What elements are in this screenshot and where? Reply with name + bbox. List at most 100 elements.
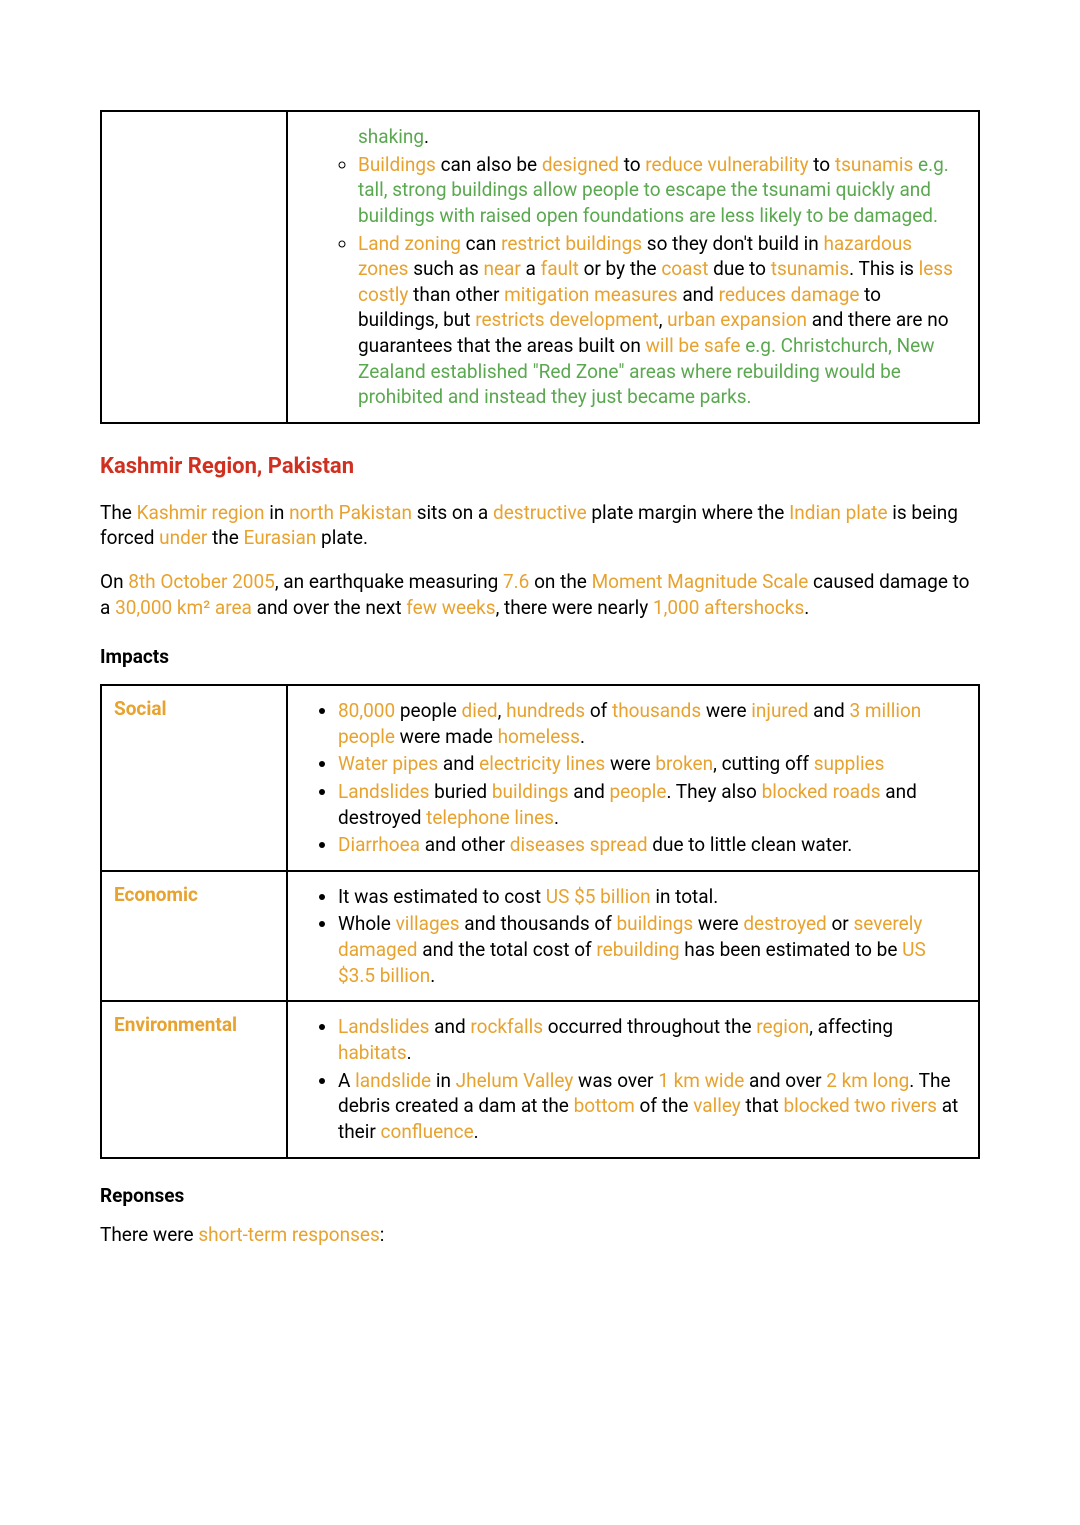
text-segment: restrict buildings bbox=[501, 232, 642, 255]
text-segment: to bbox=[619, 153, 645, 176]
section-heading-kashmir: Kashmir Region, Pakistan bbox=[100, 452, 980, 482]
row-content: 80,000 people died, hundreds of thousand… bbox=[287, 685, 979, 871]
list-item: 80,000 people died, hundreds of thousand… bbox=[338, 698, 966, 749]
text-segment: designed bbox=[542, 153, 619, 176]
text-segment: people bbox=[610, 780, 667, 803]
text-segment: 1 km wide bbox=[658, 1069, 744, 1092]
text-segment: 7.6 bbox=[503, 570, 529, 593]
text-segment: in bbox=[431, 1069, 456, 1092]
text-segment: destructive bbox=[493, 501, 587, 524]
responses-intro: There were short-term responses: bbox=[100, 1222, 980, 1248]
text-segment: villages bbox=[396, 912, 460, 935]
text-segment: were bbox=[693, 912, 743, 935]
text-segment: , there were nearly bbox=[496, 596, 653, 619]
text-segment: diseases spread bbox=[510, 833, 648, 856]
text-segment: , affecting bbox=[809, 1015, 893, 1038]
text-segment: were bbox=[605, 752, 655, 775]
text-segment: Water pipes bbox=[338, 752, 438, 775]
text-segment: blocked roads bbox=[762, 780, 881, 803]
text-segment: , cutting off bbox=[713, 752, 814, 775]
row-content: Landslides and rockfalls occurred throug… bbox=[287, 1001, 979, 1157]
text-segment: confluence bbox=[381, 1120, 474, 1143]
text-segment: Whole bbox=[338, 912, 396, 935]
row-label-social: Social bbox=[101, 685, 287, 871]
text-segment: region bbox=[756, 1015, 809, 1038]
text-segment: buildings bbox=[617, 912, 694, 935]
text-segment: . bbox=[474, 1120, 479, 1143]
text-segment: and bbox=[569, 780, 610, 803]
top-bullet-list: shaking.Buildings can also be designed t… bbox=[300, 124, 966, 410]
text-segment: will be safe bbox=[646, 334, 741, 357]
text-segment: valley bbox=[693, 1094, 741, 1117]
text-segment: , an earthquake measuring bbox=[275, 570, 503, 593]
list-item: It was estimated to cost US $5 billion i… bbox=[338, 884, 966, 910]
text-segment: thousands bbox=[612, 699, 701, 722]
text-segment: rockfalls bbox=[470, 1015, 543, 1038]
text-segment: of the bbox=[635, 1094, 693, 1117]
text-segment: and over bbox=[744, 1069, 826, 1092]
list-item: shaking. bbox=[358, 124, 966, 150]
impacts-heading: Impacts bbox=[100, 644, 980, 670]
text-segment: A bbox=[338, 1069, 355, 1092]
row-label-economic: Economic bbox=[101, 871, 287, 1002]
bullet-list: Landslides and rockfalls occurred throug… bbox=[300, 1014, 966, 1144]
text-segment: short-term responses bbox=[198, 1223, 379, 1246]
text-segment: near bbox=[483, 257, 520, 280]
text-segment: broken bbox=[655, 752, 713, 775]
text-segment: buildings bbox=[492, 780, 569, 803]
row-label-environmental: Environmental bbox=[101, 1001, 287, 1157]
table-row: Economic It was estimated to cost US $5 b… bbox=[101, 871, 979, 1002]
list-item: Whole villages and thousands of building… bbox=[338, 911, 966, 988]
text-segment: north Pakistan bbox=[289, 501, 412, 524]
text-segment: and bbox=[429, 1015, 470, 1038]
text-segment: homeless bbox=[498, 725, 580, 748]
text-segment: that bbox=[741, 1094, 784, 1117]
top-table-left-cell bbox=[101, 111, 287, 423]
text-segment: . bbox=[554, 806, 559, 829]
text-segment: were made bbox=[395, 725, 498, 748]
text-segment: sits on a bbox=[412, 501, 493, 524]
text-segment: than other bbox=[408, 283, 504, 306]
text-segment: a bbox=[521, 257, 541, 280]
text-segment: . This is bbox=[849, 257, 918, 280]
text-segment: plate. bbox=[316, 526, 368, 549]
text-segment: was over bbox=[573, 1069, 658, 1092]
text-segment: Eurasian bbox=[244, 526, 317, 549]
text-segment: , bbox=[498, 699, 506, 722]
text-segment: buried bbox=[429, 780, 491, 803]
text-segment: and other bbox=[420, 833, 510, 856]
text-segment: , bbox=[659, 308, 667, 331]
text-segment: . bbox=[424, 125, 429, 148]
text-segment: to bbox=[809, 153, 835, 176]
text-segment: people bbox=[395, 699, 461, 722]
text-segment: It was estimated to cost bbox=[338, 885, 546, 908]
text-segment: coast bbox=[661, 257, 708, 280]
top-table: shaking.Buildings can also be designed t… bbox=[100, 110, 980, 424]
text-segment: plate margin where the bbox=[587, 501, 789, 524]
text-segment: tsunamis bbox=[771, 257, 849, 280]
page: shaking.Buildings can also be designed t… bbox=[0, 0, 1080, 1525]
bullet-list: It was estimated to cost US $5 billion i… bbox=[300, 884, 966, 989]
text-segment: There were bbox=[100, 1223, 198, 1246]
text-segment: Indian plate bbox=[789, 501, 887, 524]
text-segment: 8th October 2005 bbox=[128, 570, 275, 593]
text-segment: reduces damage bbox=[719, 283, 860, 306]
responses-heading: Reponses bbox=[100, 1183, 980, 1209]
text-segment: urban expansion bbox=[667, 308, 807, 331]
text-segment: or by the bbox=[579, 257, 661, 280]
text-segment: Land zoning bbox=[358, 232, 461, 255]
text-segment: so they don't build in bbox=[642, 232, 823, 255]
top-table-content-cell: shaking.Buildings can also be designed t… bbox=[287, 111, 979, 423]
table-row: shaking.Buildings can also be designed t… bbox=[101, 111, 979, 423]
text-segment: mitigation measures bbox=[504, 283, 678, 306]
text-segment: : bbox=[380, 1223, 385, 1246]
text-segment: can also be bbox=[436, 153, 542, 176]
text-segment: due to bbox=[708, 257, 770, 280]
text-segment: 80,000 bbox=[338, 699, 395, 722]
text-segment: Moment Magnitude Scale bbox=[592, 570, 809, 593]
text-segment: destroyed bbox=[743, 912, 826, 935]
text-segment: Kashmir region bbox=[137, 501, 265, 524]
text-segment: reduce vulnerability bbox=[645, 153, 808, 176]
text-segment: on the bbox=[529, 570, 591, 593]
text-segment: and over the next bbox=[252, 596, 406, 619]
